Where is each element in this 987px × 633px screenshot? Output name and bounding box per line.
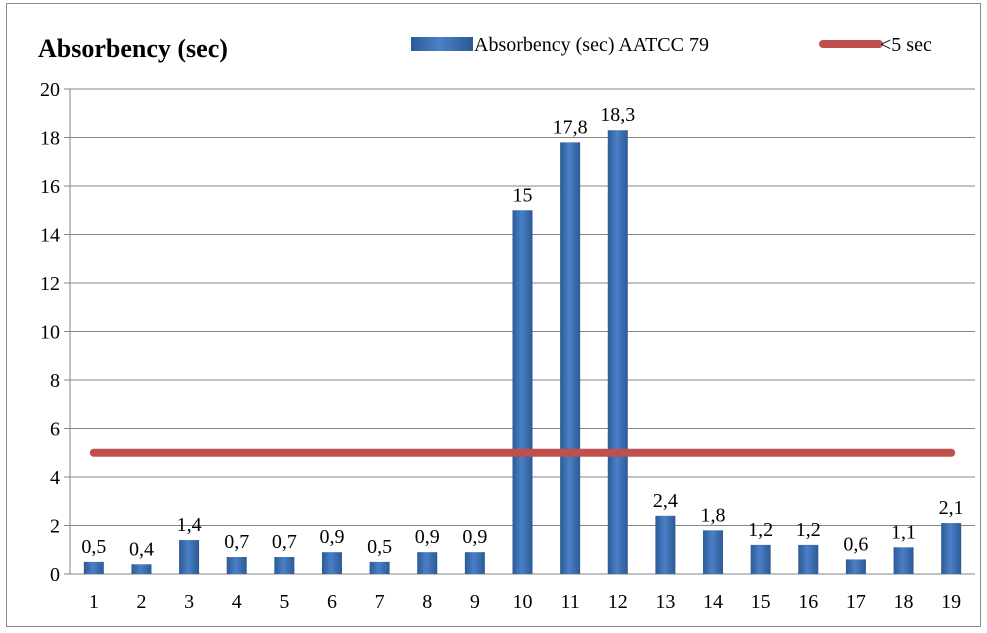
bar (417, 552, 438, 574)
x-tick-label: 14 (703, 591, 723, 613)
data-label: 18,3 (600, 104, 635, 126)
legend-swatch-bars (411, 37, 473, 51)
bar-series (83, 130, 962, 574)
x-tick-label: 7 (375, 591, 385, 613)
x-tick-label: 13 (655, 591, 675, 613)
x-tick-label: 18 (894, 591, 914, 613)
data-label: 0,9 (415, 526, 440, 548)
x-tick-label: 8 (422, 591, 432, 613)
legend-label-bars: Absorbency (sec) AATCC 79 (474, 34, 709, 56)
y-tick-label: 10 (40, 322, 60, 344)
x-tick-label: 12 (608, 591, 628, 613)
data-label: 1,1 (891, 521, 916, 543)
legend: Absorbency (sec) AATCC 79 <5 sec (411, 34, 932, 56)
chart-frame: Absorbency (sec) Absorbency (sec) AATCC … (6, 3, 981, 627)
bar (607, 130, 628, 574)
x-tick-label: 4 (232, 591, 242, 613)
x-tick-label: 3 (184, 591, 194, 613)
x-tick-label: 1 (89, 591, 99, 613)
x-tick-label: 9 (470, 591, 480, 613)
bar (512, 210, 533, 574)
bar (274, 557, 295, 574)
bar (845, 559, 866, 574)
y-tick-label: 2 (50, 516, 60, 538)
x-tick-label: 11 (560, 591, 579, 613)
bar (321, 552, 342, 574)
bar (750, 544, 771, 574)
data-label: 0,9 (319, 526, 344, 548)
bar (655, 515, 676, 574)
y-tick-label: 14 (40, 225, 60, 247)
data-label: 0,5 (81, 536, 106, 558)
data-label: 17,8 (553, 116, 588, 138)
bar (798, 544, 819, 574)
data-label: 1,4 (177, 514, 202, 536)
legend-label-line: <5 sec (880, 34, 932, 56)
data-label: 0,4 (129, 538, 154, 560)
data-label: 1,2 (748, 519, 773, 541)
x-tick-label: 16 (798, 591, 818, 613)
x-tick-label: 6 (327, 591, 337, 613)
data-label: 0,7 (224, 531, 249, 553)
x-tick-label: 15 (751, 591, 771, 613)
data-label: 0,5 (367, 536, 392, 558)
data-label: 0,9 (462, 526, 487, 548)
x-tick-label: 10 (513, 591, 533, 613)
bar (179, 540, 200, 574)
absorbency-chart: Absorbency (sec) Absorbency (sec) AATCC … (38, 34, 975, 613)
y-tick-label: 4 (50, 467, 60, 489)
y-tick-label: 8 (50, 370, 60, 392)
data-label: 15 (513, 184, 533, 206)
bar (893, 547, 914, 574)
x-tick-label: 5 (279, 591, 289, 613)
y-tick-label: 18 (40, 128, 60, 150)
data-label: 1,8 (701, 504, 726, 526)
data-label: 1,2 (796, 519, 821, 541)
y-tick-label: 12 (40, 273, 60, 295)
data-label: 2,4 (653, 490, 678, 512)
bar (369, 561, 390, 574)
x-tick-label: 19 (941, 591, 961, 613)
bar (83, 561, 104, 574)
y-axis-ticks: 0 2 4 6 8 10 12 14 16 18 20 (40, 79, 60, 586)
data-label: 2,1 (939, 497, 964, 519)
bar (941, 523, 962, 574)
bar (703, 530, 724, 574)
y-tick-label: 0 (50, 564, 60, 586)
data-label: 0,7 (272, 531, 297, 553)
x-tick-label: 2 (136, 591, 146, 613)
y-tick-label: 20 (40, 79, 60, 101)
x-tick-label: 17 (846, 591, 866, 613)
y-tick-label: 6 (50, 419, 60, 441)
x-axis-ticks: 1 2 3 4 5 6 7 8 9 10 11 12 13 14 15 16 17 18 19 (89, 591, 961, 613)
bar (131, 564, 152, 574)
y-tick-label: 16 (40, 176, 60, 198)
bar (226, 557, 247, 574)
chart-title: Absorbency (sec) (38, 34, 228, 63)
data-label: 0,6 (843, 533, 868, 555)
data-labels: 0,5 0,4 1,4 0,7 0,7 0,9 0,5 0,9 0,9 15 17,8 18,3 2,4… (81, 104, 963, 560)
bar (464, 552, 485, 574)
bar (560, 142, 581, 574)
